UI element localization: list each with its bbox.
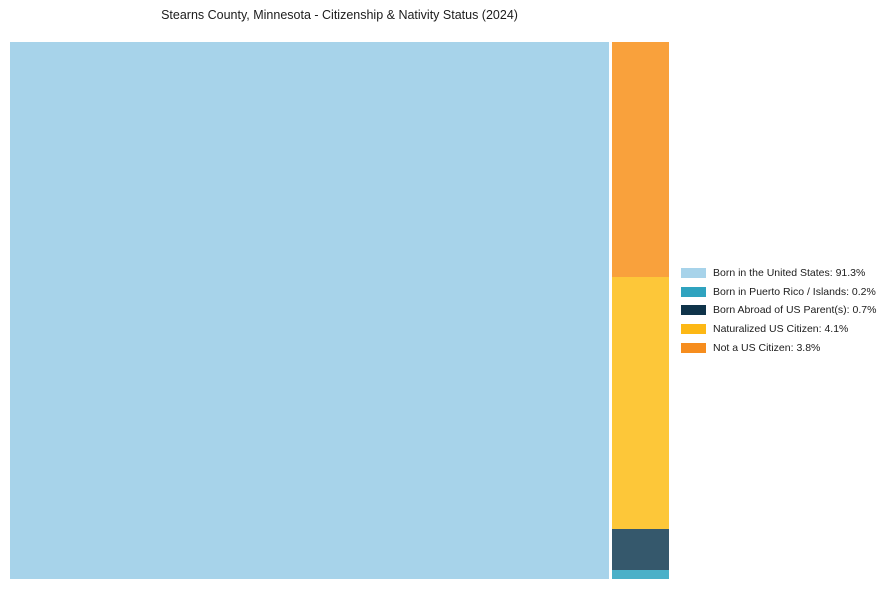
treemap-rect-naturalized-citizen xyxy=(612,277,669,529)
legend-swatch-naturalized-citizen xyxy=(681,324,706,335)
treemap-rect-born-abroad-us-parents xyxy=(612,529,669,570)
legend-swatch-born-puerto-rico-islands xyxy=(681,286,706,297)
legend-label-born-in-us: Born in the United States: 91.3% xyxy=(713,267,866,280)
treemap-rect-born-puerto-rico-islands xyxy=(612,570,669,579)
legend-label-naturalized-citizen: Naturalized US Citizen: 4.1% xyxy=(713,323,849,336)
legend-item-not-us-citizen: Not a US Citizen: 3.8% xyxy=(681,338,876,357)
legend-swatch-born-abroad-us-parents xyxy=(681,305,706,316)
legend-item-naturalized-citizen: Naturalized US Citizen: 4.1% xyxy=(681,320,876,339)
legend: Born in the United States: 91.3% Born in… xyxy=(681,264,876,357)
legend-item-born-in-us: Born in the United States: 91.3% xyxy=(681,264,876,283)
treemap-rect-not-us-citizen xyxy=(612,42,669,277)
legend-item-born-abroad-us-parents: Born Abroad of US Parent(s): 0.7% xyxy=(681,301,876,320)
legend-item-born-puerto-rico-islands: Born in Puerto Rico / Islands: 0.2% xyxy=(681,283,876,302)
chart-title: Stearns County, Minnesota - Citizenship … xyxy=(161,8,518,22)
legend-label-born-puerto-rico-islands: Born in Puerto Rico / Islands: 0.2% xyxy=(713,285,876,298)
treemap-rect-born-in-us xyxy=(10,42,609,579)
legend-label-not-us-citizen: Not a US Citizen: 3.8% xyxy=(713,341,821,354)
legend-swatch-born-in-us xyxy=(681,268,706,279)
legend-label-born-abroad-us-parents: Born Abroad of US Parent(s): 0.7% xyxy=(713,304,877,317)
legend-swatch-not-us-citizen xyxy=(681,342,706,353)
